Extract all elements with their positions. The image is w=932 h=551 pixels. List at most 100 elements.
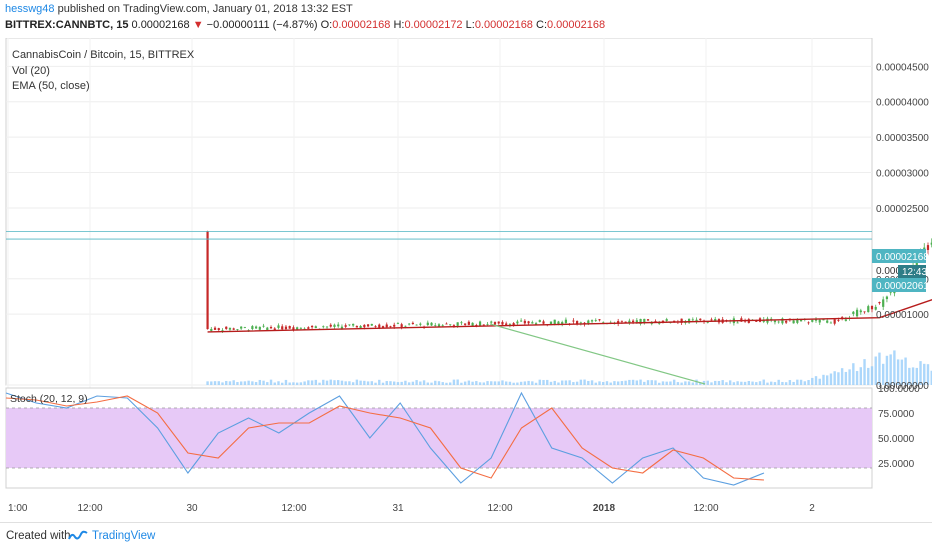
candle-body [654, 321, 657, 322]
tradingview-brand-link[interactable]: TradingView [92, 530, 156, 542]
volume-bar [867, 367, 870, 385]
candle-body [553, 319, 556, 325]
time-tick-label: 1:00 [8, 503, 28, 514]
candle-body [874, 306, 877, 310]
candle-body [408, 323, 411, 325]
candle-body [882, 299, 885, 307]
volume-bar [602, 381, 605, 385]
candle-body [389, 326, 392, 328]
volume-bar [467, 380, 471, 385]
candle-body [352, 323, 355, 326]
candle-body [534, 323, 538, 325]
candle-body [232, 328, 235, 330]
candle-body [482, 324, 485, 326]
volume-bar [351, 382, 355, 385]
candle-body [344, 325, 347, 327]
candle-body [773, 320, 777, 323]
volume-bar [344, 381, 347, 385]
candle-body [426, 322, 429, 326]
volume-bar [758, 381, 762, 385]
candle-body [385, 324, 388, 328]
candle-body [594, 320, 597, 321]
volume-bar [437, 381, 441, 385]
volume-bar [441, 382, 444, 385]
time-tick-label: 30 [186, 503, 198, 514]
candle-body [687, 318, 691, 323]
volume-bar [807, 380, 810, 385]
candle-body [411, 322, 414, 324]
candle-body [870, 305, 874, 310]
volume-bar [926, 364, 930, 385]
volume-bar [534, 382, 538, 385]
svg-text:0.00002061: 0.00002061 [876, 281, 929, 292]
price-tick-label: 0.00004500 [876, 62, 929, 73]
volume-bar [575, 381, 579, 385]
candle-body [837, 320, 840, 321]
candle-body [770, 318, 773, 320]
candle-body [225, 326, 228, 329]
volume-bar [616, 381, 620, 385]
candle-body [281, 326, 284, 330]
candle-body [818, 319, 821, 323]
volume-bar [288, 382, 291, 385]
candle-body [381, 326, 385, 328]
volume-bar [725, 382, 728, 385]
volume-bar [848, 369, 851, 385]
candle-body [531, 322, 534, 324]
candle-body [464, 323, 467, 325]
volume-bar [803, 381, 807, 385]
chart-area[interactable]: CannabisCoin / Bitcoin, 15, BITTREX Vol … [0, 38, 932, 522]
volume-bar [896, 359, 900, 385]
candle-body [299, 327, 302, 329]
candle-body [523, 320, 526, 324]
volume-bar [471, 381, 474, 385]
volume-bar [434, 380, 437, 385]
stoch-overbought-oversold-band [6, 408, 872, 468]
volume-bar [314, 379, 318, 385]
volume-bar [893, 350, 896, 385]
price-tick-label: 0.00002500 [876, 204, 929, 215]
publish-info: hesswg48 published on TradingView.com, J… [5, 3, 353, 15]
volume-bar [273, 382, 276, 385]
candle-body [329, 324, 332, 327]
volume-bar [717, 381, 721, 385]
volume-bar [620, 381, 624, 385]
pair-legend: CannabisCoin / Bitcoin, 15, BITTREX [12, 49, 195, 61]
volume-bar [923, 363, 926, 385]
candle-body [542, 321, 545, 324]
volume-bar [829, 373, 833, 385]
volume-bar [624, 380, 627, 385]
candle-body [557, 321, 560, 325]
volume-bar [381, 382, 385, 385]
candle-body [217, 328, 220, 331]
candle-body [437, 324, 441, 327]
drawn-trendline[interactable] [489, 323, 706, 385]
candle-body [370, 323, 373, 326]
volume-bar [422, 380, 426, 385]
candle-body [635, 320, 638, 322]
candle-body [930, 242, 932, 245]
volume-bar [299, 382, 303, 385]
candle-body [885, 296, 889, 300]
volume-bar [329, 379, 332, 385]
candle-body [576, 321, 579, 324]
candle-body [665, 319, 668, 321]
candle-body [303, 328, 306, 330]
volume-bar [695, 379, 698, 385]
author-link[interactable]: hesswg48 [5, 3, 55, 15]
candle-body [590, 320, 594, 322]
candle-body [926, 245, 930, 250]
volume-bar [762, 379, 765, 385]
candle-body [587, 320, 590, 324]
volume-bar [885, 355, 889, 385]
candle-body [579, 322, 582, 324]
candle-body [404, 325, 407, 327]
time-tick-label: 31 [392, 503, 404, 514]
time-tick-label: 12:00 [487, 503, 512, 514]
candle-body [475, 325, 478, 326]
volume-bar [348, 381, 351, 385]
candle-body [228, 327, 232, 330]
volume-bar [243, 381, 247, 385]
volume-bar [777, 379, 780, 385]
volume-bar [605, 381, 609, 385]
